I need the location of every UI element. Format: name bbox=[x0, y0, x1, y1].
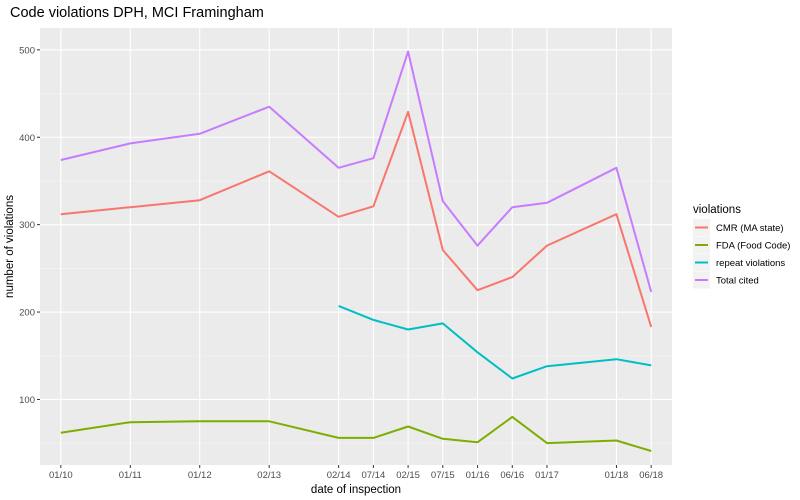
y-tick-label: 200 bbox=[19, 308, 35, 319]
x-tick-label: 01/18 bbox=[605, 470, 629, 481]
x-tick-label: 01/11 bbox=[119, 470, 142, 481]
x-tick-label: 02/14 bbox=[327, 470, 351, 481]
y-axis: 100 200 300 400 500 bbox=[19, 45, 40, 406]
x-tick-label: 01/12 bbox=[188, 470, 212, 481]
legend-label: Total cited bbox=[716, 276, 759, 287]
x-tick-label: 02/13 bbox=[257, 470, 281, 481]
y-tick-label: 500 bbox=[19, 45, 35, 56]
x-tick-label: 07/14 bbox=[361, 470, 385, 481]
x-axis-title: date of inspection bbox=[311, 484, 401, 496]
x-tick-label: 07/15 bbox=[431, 470, 455, 481]
y-axis-title: number of violations bbox=[4, 195, 16, 298]
major-gridlines bbox=[40, 28, 672, 465]
legend-label: FDA (Food Code) bbox=[716, 241, 790, 252]
legend: violations CMR (MA state) FDA (Food Code)… bbox=[693, 204, 790, 289]
y-tick-label: 300 bbox=[19, 220, 35, 231]
x-axis: 01/10 01/11 01/12 02/13 02/14 07/14 02/15 07/15… bbox=[49, 465, 663, 481]
y-tick-label: 400 bbox=[19, 133, 35, 144]
x-tick-label: 01/16 bbox=[466, 470, 490, 481]
legend-label: CMR (MA state) bbox=[716, 223, 784, 234]
series-line-3 bbox=[338, 304, 652, 380]
x-tick-label: 06/18 bbox=[639, 470, 663, 481]
series-line-1 bbox=[60, 110, 653, 328]
chart-title: Code violations DPH, MCI Framingham bbox=[10, 5, 264, 21]
x-tick-label: 01/10 bbox=[49, 470, 73, 481]
plot-panel bbox=[40, 28, 672, 465]
legend-title: violations bbox=[693, 204, 741, 216]
x-tick-label: 01/17 bbox=[535, 470, 559, 481]
series-lines bbox=[60, 50, 653, 452]
legend-label: repeat violations bbox=[716, 258, 785, 269]
y-tick-label: 100 bbox=[19, 395, 35, 406]
series-line-4 bbox=[60, 50, 653, 293]
x-tick-label: 02/15 bbox=[396, 470, 420, 481]
x-tick-label: 06/16 bbox=[500, 470, 524, 481]
series-line-2 bbox=[60, 415, 652, 452]
